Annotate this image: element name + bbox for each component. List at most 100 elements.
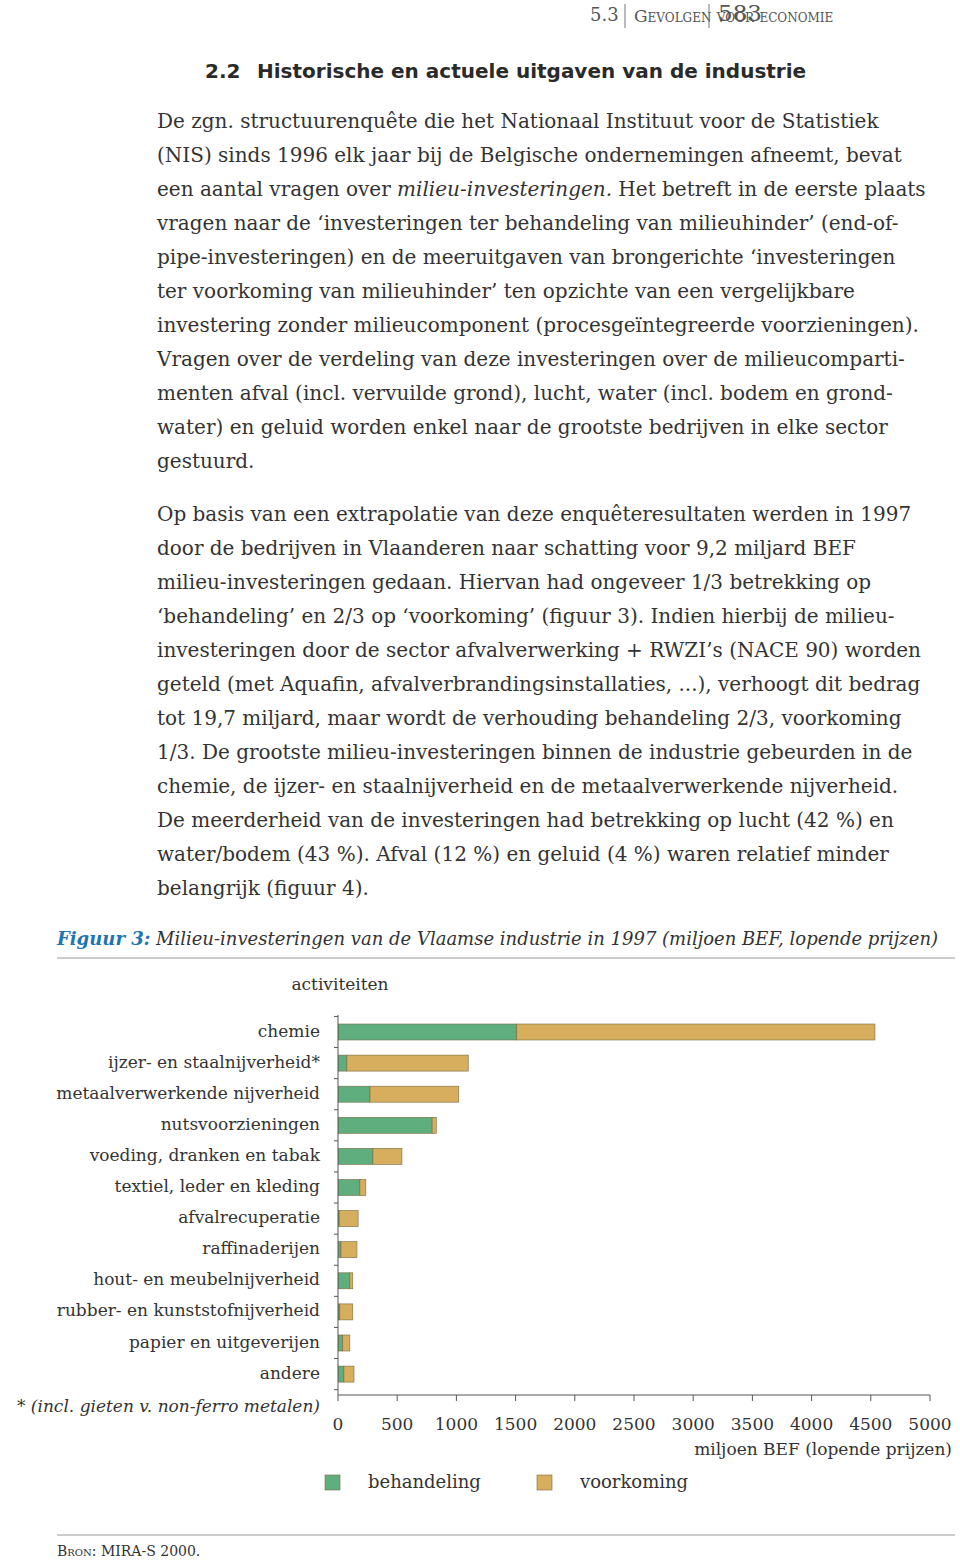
x-tick (574, 1395, 575, 1401)
y-tick (334, 1140, 338, 1141)
x-tick-label: 3500 (731, 1414, 774, 1434)
source: Bron: MIRA-S 2000. (57, 1543, 200, 1559)
y-tick (334, 1109, 338, 1110)
x-tick-label: 1000 (435, 1414, 478, 1434)
bar (432, 1117, 436, 1133)
body-span: Het betreft in de eerste plaats (612, 177, 926, 201)
bar (338, 1335, 343, 1351)
category-label: chemie (258, 1021, 320, 1041)
bar (339, 1211, 358, 1227)
category-label: afvalrecuperatie (178, 1207, 320, 1227)
section-number: 2.2 (205, 59, 240, 83)
category-label: raffinaderijen (202, 1238, 320, 1258)
bar (370, 1086, 459, 1102)
section-title: Historische en actuele uitgaven van de i… (257, 59, 806, 83)
bar (344, 1366, 354, 1382)
x-tick (693, 1395, 694, 1401)
bar (340, 1304, 353, 1320)
rule (57, 1535, 955, 1536)
x-tick (338, 1395, 339, 1401)
body-line: gestuurd. (157, 449, 254, 473)
y-tick (334, 1358, 338, 1359)
rule (57, 958, 955, 959)
y-axis (338, 1015, 339, 1395)
body-line: (NIS) sinds 1996 elk jaar bij de Belgisc… (157, 143, 902, 167)
footnote: * (incl. gieten v. non-ferro metalen) (17, 1396, 320, 1416)
body-line: chemie, de ijzer- en staalnijverheid en … (157, 774, 898, 798)
bars (338, 1024, 875, 1382)
category-label: metaalverwerkende nijverheid (56, 1083, 320, 1103)
page-number: 583 (718, 0, 762, 26)
bar (373, 1148, 402, 1164)
header-number: 5.3 (590, 4, 619, 25)
x-tick (870, 1395, 871, 1401)
bar (338, 1055, 347, 1071)
category-label: textiel, leder en kleding (115, 1176, 321, 1196)
body-line: pipe-investeringen) en de meeruitgaven v… (157, 245, 895, 269)
y-tick (334, 1265, 338, 1266)
x-tick (811, 1395, 812, 1401)
body-line: Vragen over de verdeling van deze invest… (156, 347, 905, 371)
body-line: investeringen door de sector afvalverwer… (157, 638, 921, 662)
bar (338, 1148, 373, 1164)
x-tick (397, 1395, 398, 1401)
bar (338, 1180, 360, 1196)
x-tick-label: 2000 (553, 1414, 596, 1434)
body-line: De meerderheid van de investeringen had … (157, 808, 894, 832)
x-tick-label: 1500 (494, 1414, 537, 1434)
body-line: ‘behandeling’ en 2/3 op ‘voorkoming’ (fi… (157, 604, 895, 628)
bar (343, 1335, 350, 1351)
x-tick (515, 1395, 516, 1401)
header-separator (709, 4, 710, 28)
category-label: hout- en meubelnijverheid (93, 1269, 320, 1289)
body-line: 1/3. De grootste milieu-investeringen bi… (157, 740, 912, 764)
category-label: andere (260, 1363, 320, 1383)
bar (338, 1024, 517, 1040)
category-label: nutsvoorzieningen (161, 1114, 320, 1134)
figure-title: Milieu-investeringen van de Vlaamse indu… (150, 928, 938, 949)
body-span: milieu-investeringen. (397, 177, 612, 201)
x-tick-label: 0 (333, 1414, 344, 1434)
body-line: tot 19,7 miljard, maar wordt de verhoudi… (157, 706, 902, 730)
body-line: een aantal vragen over milieu-investerin… (157, 177, 926, 201)
x-tick (930, 1395, 931, 1401)
y-tick (334, 1234, 338, 1235)
body-line: door de bedrijven in Vlaanderen naar sch… (157, 536, 856, 560)
x-tick-label: 500 (381, 1414, 413, 1434)
body-line: Op basis van een extrapolatie van deze e… (157, 502, 911, 526)
x-tick-label: 4500 (849, 1414, 892, 1434)
x-tick-label: 3000 (672, 1414, 715, 1434)
y-tick (334, 1389, 338, 1390)
body-line: vragen naar de ‘investeringen ter behand… (156, 211, 898, 235)
axis-title: miljoen BEF (lopende prijzen) (694, 1439, 952, 1459)
bar (338, 1366, 344, 1382)
bar (517, 1024, 875, 1040)
bar (338, 1273, 350, 1289)
bar (338, 1086, 370, 1102)
body-line: investering zonder milieucomponent (proc… (157, 313, 919, 337)
body-span: een aantal vragen over (157, 177, 397, 201)
bar (347, 1055, 468, 1071)
body-line: water/bodem (43 %). Afval (12 %) en gelu… (157, 842, 889, 866)
category-label: voeding, dranken en tabak (89, 1145, 321, 1165)
legend-label: voorkoming (579, 1471, 688, 1492)
body-line: water) en geluid worden enkel naar de gr… (157, 415, 888, 439)
bar (338, 1117, 432, 1133)
legend-swatch (325, 1475, 340, 1490)
y-tick (334, 1016, 338, 1017)
figure-label: Figuur 3: (56, 928, 150, 949)
y-tick (334, 1327, 338, 1328)
y-tick (334, 1171, 338, 1172)
bar (350, 1273, 353, 1289)
y-tick (334, 1203, 338, 1204)
category-label: ijzer- en staalnijverheid* (108, 1052, 320, 1072)
bar (341, 1242, 357, 1258)
x-tick (752, 1395, 753, 1401)
x-tick (634, 1395, 635, 1401)
axis-title: activiteiten (291, 974, 388, 994)
x-tick (456, 1395, 457, 1401)
bar (360, 1180, 366, 1196)
x-tick-label: 5000 (908, 1414, 951, 1434)
category-label: papier en uitgeverijen (129, 1332, 320, 1352)
page: 5.3Gevolgen voor economie5832.2Historisc… (0, 0, 960, 1562)
